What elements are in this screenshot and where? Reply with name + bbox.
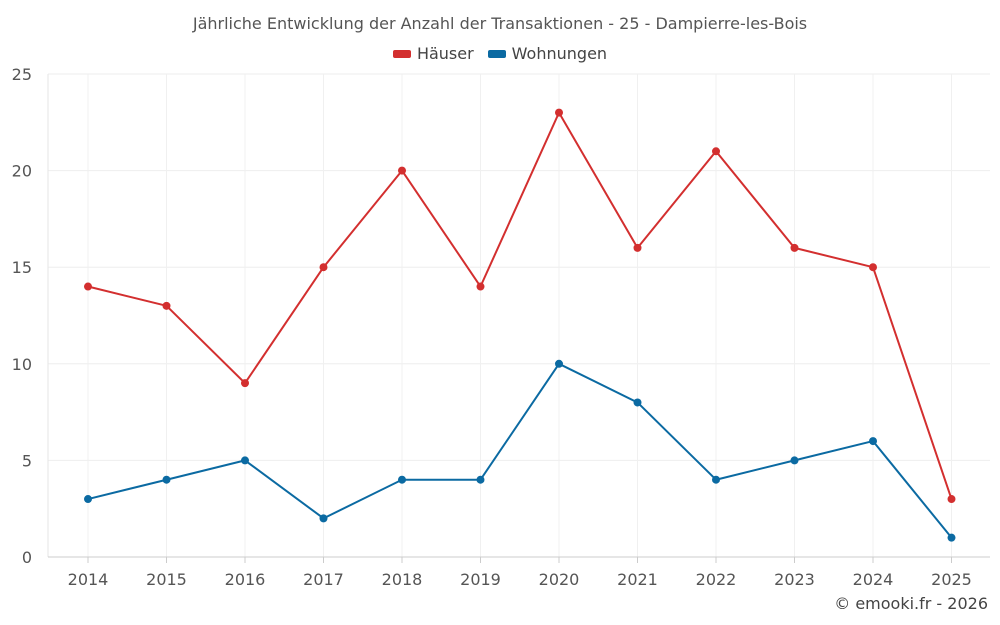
y-tick-label: 5 bbox=[22, 451, 32, 470]
chart-title: Jährliche Entwicklung der Anzahl der Tra… bbox=[192, 14, 808, 33]
data-point-haeuser bbox=[319, 263, 328, 272]
data-point-haeuser bbox=[84, 282, 92, 291]
legend-label-haeuser: Häuser bbox=[416, 44, 474, 63]
data-point-wohnungen bbox=[555, 359, 563, 368]
data-point-haeuser bbox=[869, 263, 877, 272]
credit-text: © emooki.fr - 2026 bbox=[834, 594, 988, 613]
x-tick-label: 2022 bbox=[696, 570, 737, 589]
data-point-haeuser bbox=[790, 243, 799, 252]
data-point-haeuser bbox=[947, 495, 956, 504]
x-tick-label: 2021 bbox=[617, 570, 658, 589]
series-line-haeuser bbox=[87, 111, 953, 500]
data-point-haeuser bbox=[241, 379, 249, 388]
x-tick-label: 2024 bbox=[853, 570, 894, 589]
legend-swatch-wohnungen bbox=[487, 49, 506, 58]
legend: Häuser Wohnungen bbox=[0, 44, 1000, 63]
data-point-wohnungen bbox=[633, 398, 642, 407]
data-point-wohnungen bbox=[319, 514, 328, 523]
y-tick-label: 20 bbox=[12, 162, 32, 181]
data-point-wohnungen bbox=[790, 456, 799, 465]
x-tick-label: 2025 bbox=[931, 570, 972, 589]
data-point-haeuser bbox=[162, 301, 171, 310]
data-point-wohnungen bbox=[476, 475, 485, 484]
data-point-haeuser bbox=[633, 243, 642, 252]
data-point-wohnungen bbox=[712, 475, 720, 484]
x-tick-label: 2015 bbox=[146, 570, 187, 589]
data-point-wohnungen bbox=[869, 437, 877, 446]
data-point-haeuser bbox=[398, 166, 406, 175]
data-point-haeuser bbox=[712, 147, 720, 156]
y-tick-label: 25 bbox=[12, 65, 32, 84]
y-tick-label: 10 bbox=[12, 355, 32, 374]
data-point-wohnungen bbox=[947, 533, 956, 542]
legend-item-haeuser[interactable]: Häuser bbox=[392, 44, 474, 63]
legend-item-wohnungen[interactable]: Wohnungen bbox=[487, 44, 608, 63]
legend-label-wohnungen: Wohnungen bbox=[511, 44, 608, 63]
data-point-haeuser bbox=[476, 282, 485, 291]
series-line-wohnungen bbox=[87, 362, 953, 539]
data-point-wohnungen bbox=[398, 475, 406, 484]
x-tick-label: 2023 bbox=[774, 570, 815, 589]
y-tick-label: 0 bbox=[22, 548, 32, 567]
legend-swatch-haeuser bbox=[392, 49, 411, 58]
data-point-wohnungen bbox=[84, 495, 92, 504]
x-tick-label: 2019 bbox=[460, 570, 501, 589]
x-tick-label: 2014 bbox=[68, 570, 109, 589]
x-tick-label: 2016 bbox=[225, 570, 266, 589]
x-tick-label: 2018 bbox=[382, 570, 423, 589]
data-point-haeuser bbox=[555, 108, 563, 117]
y-tick-label: 15 bbox=[12, 258, 32, 277]
x-tick-label: 2020 bbox=[539, 570, 580, 589]
data-point-wohnungen bbox=[162, 475, 171, 484]
data-point-wohnungen bbox=[241, 456, 249, 465]
x-tick-label: 2017 bbox=[303, 570, 344, 589]
